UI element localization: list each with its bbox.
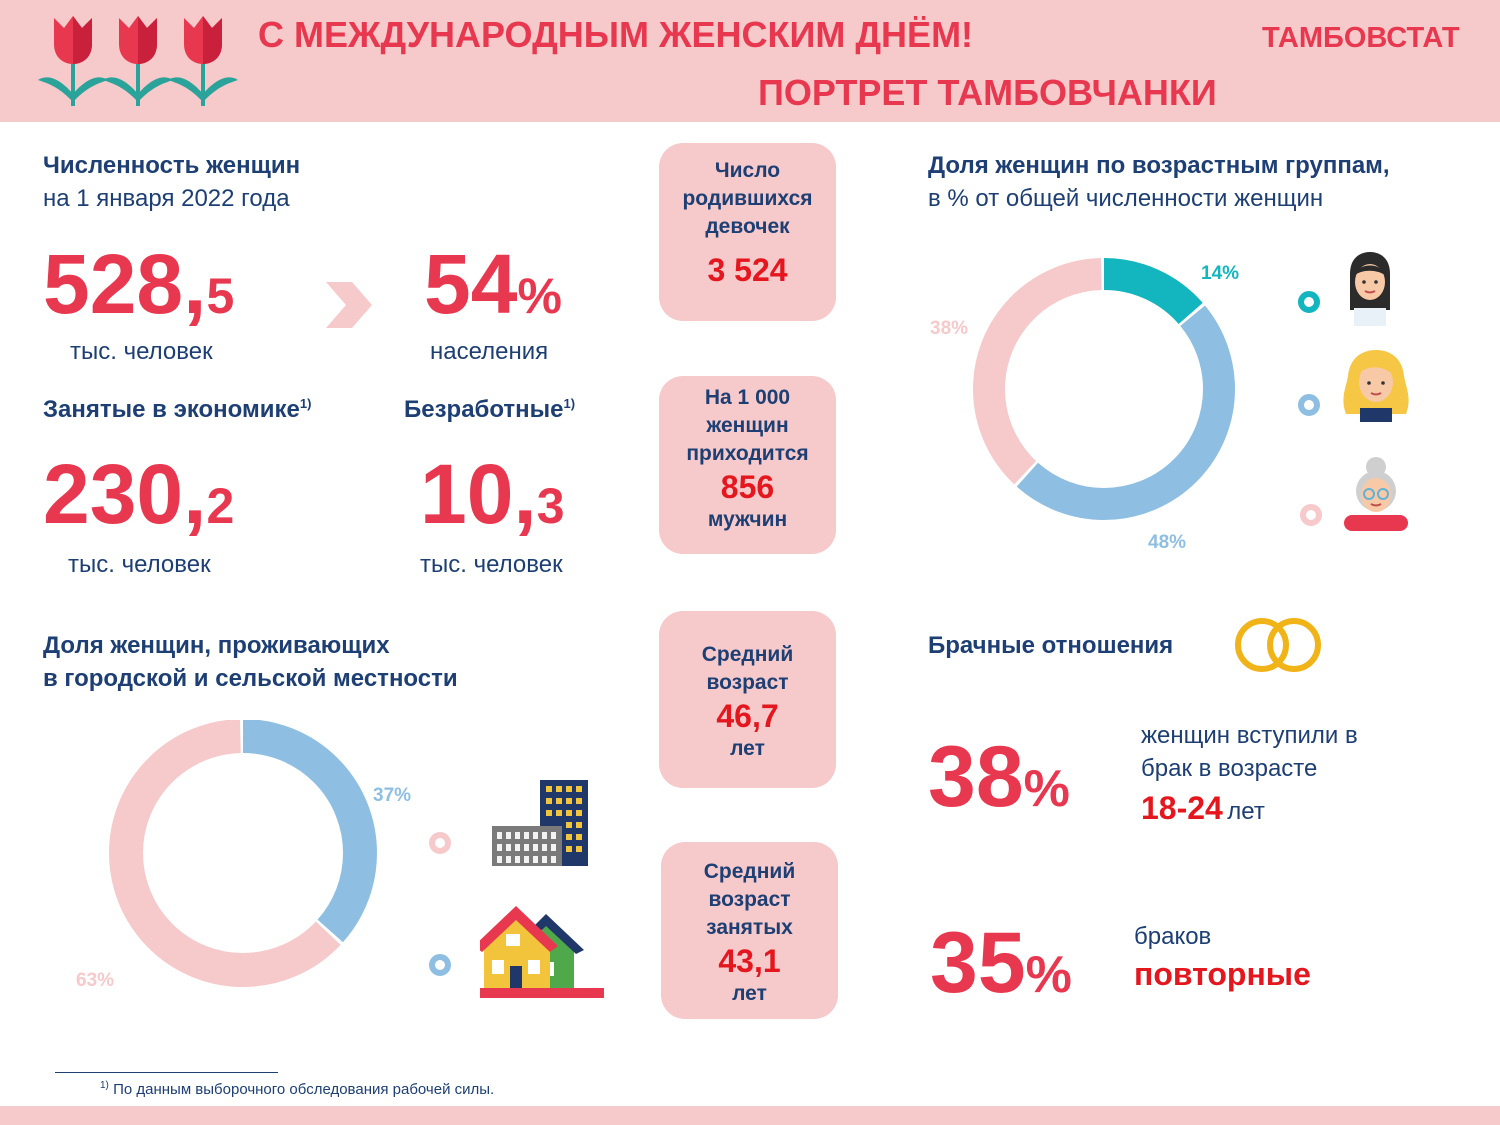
organization-name: ТАМБОВСТАТ (1262, 22, 1460, 54)
age_groups-slice-2 (973, 258, 1235, 520)
born-girls-card: Число родившихся девочек 3 524 (659, 143, 836, 321)
unemployed-value: 10,3 (420, 447, 565, 541)
employed-value: 230,2 (43, 447, 235, 541)
age_groups-slice-1 (973, 258, 1235, 520)
footnote: 1) По данным выборочного обследования ра… (100, 1080, 495, 1098)
marriage-heading: Брачные отношения (928, 632, 1174, 659)
village-houses-icon (480, 906, 604, 998)
wedding-rings-icon (1235, 618, 1321, 672)
age_groups-slice-0 (973, 258, 1235, 520)
middle-aged-woman-icon (1343, 350, 1409, 422)
footnote-divider (55, 1072, 278, 1073)
elderly-legend-marker (1300, 504, 1322, 526)
avg-age-employed-value: 43,1 (718, 943, 781, 979)
avg-age-card: Средний возраст 46,7 лет (659, 611, 836, 788)
population-value: 528,5 (43, 237, 235, 331)
unemployed-label: Безработные1) (404, 396, 576, 423)
age-groups-heading-line2: в % от общей численности женщин (928, 185, 1324, 212)
tulips-icon (38, 14, 240, 108)
residence-slice-label-0: 37% (373, 785, 411, 806)
population-unit: тыс. человек (70, 338, 213, 365)
employed-unit: тыс. человек (68, 551, 211, 578)
employed-label: Занятые в экономике1) (43, 396, 312, 423)
population-subheading: на 1 января 2022 года (43, 185, 290, 212)
population-share: 54% (424, 237, 562, 331)
age_groups-slice-label-2: 38% (930, 318, 968, 339)
chevron-right-icon (326, 282, 372, 328)
marriage-stat2-value: 35% (930, 915, 1072, 1011)
avg-age-value: 46,7 (716, 698, 779, 734)
young-legend-marker (1298, 291, 1320, 313)
header-band (0, 0, 1500, 122)
age-groups-donut-chart: 14% 48% 38% (930, 258, 1239, 553)
marriage-stat1-value: 38% (928, 729, 1070, 825)
age-groups-heading-line1: Доля женщин по возрастным группам, (928, 152, 1390, 179)
residence-slice-1 (109, 720, 377, 987)
residence-heading-line2: в городской и сельской местности (43, 665, 458, 692)
rural-legend-marker (429, 954, 451, 976)
residence-heading-line1: Доля женщин, проживающих (43, 632, 390, 659)
page-title: С МЕЖДУНАРОДНЫМ ЖЕНСКИМ ДНЁМ! (258, 14, 974, 55)
urban-legend-marker (429, 832, 451, 854)
residence-slice-label-1: 63% (76, 970, 114, 991)
ratio-card: На 1 000 женщин приходится 856 мужчин (659, 376, 836, 554)
middle-legend-marker (1298, 394, 1320, 416)
residence-slice-0 (109, 720, 377, 987)
marriage-stat2-line1: браков (1134, 923, 1212, 950)
population-heading: Численность женщин (43, 152, 301, 179)
marriage-stat1-line1: женщин вступили в (1141, 722, 1358, 749)
avg-age-employed-card: Средний возраст занятых 43,1 лет (661, 842, 838, 1019)
ratio-value: 856 (720, 469, 775, 505)
born-girls-value: 3 524 (707, 252, 788, 288)
population-share-label: населения (430, 338, 549, 365)
young-woman-icon (1350, 252, 1390, 326)
age_groups-slice-label-0: 14% (1201, 263, 1239, 284)
marriage-stat1-line3: 18-24 лет (1141, 790, 1265, 826)
elderly-woman-icon (1344, 457, 1408, 531)
residence-donut-chart: 37% 63% (76, 720, 411, 991)
age_groups-slice-label-1: 48% (1148, 532, 1186, 553)
city-buildings-icon (492, 780, 588, 866)
marriage-stat2-line2: повторные (1134, 956, 1311, 992)
unemployed-unit: тыс. человек (420, 551, 563, 578)
page-subtitle: ПОРТРЕТ ТАМБОВЧАНКИ (758, 72, 1217, 113)
marriage-stat1-line2: брак в возрасте (1141, 755, 1318, 782)
footer-band (0, 1106, 1500, 1125)
